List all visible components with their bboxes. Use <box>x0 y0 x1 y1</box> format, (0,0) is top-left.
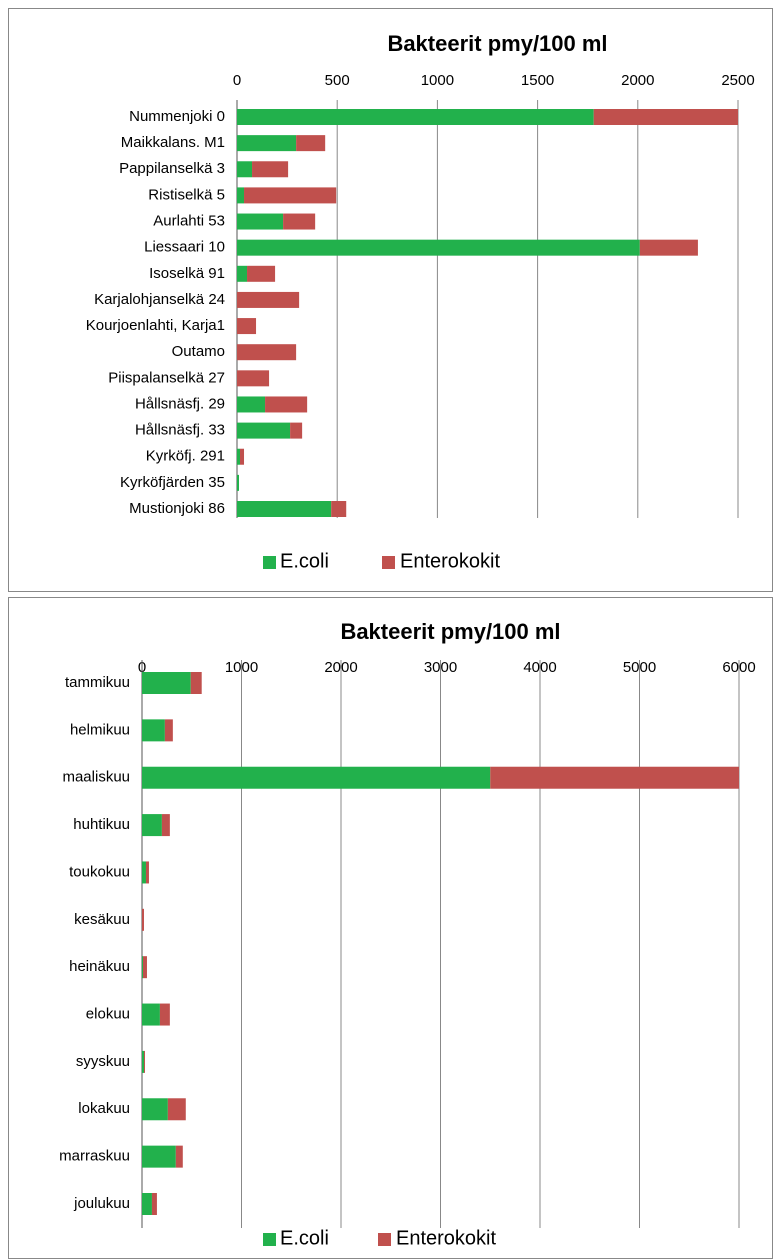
bar-segment <box>237 501 332 517</box>
chart-frame <box>8 597 773 1259</box>
chart-title: Bakteerit pmy/100 ml <box>340 619 560 644</box>
y-tick-label: Isoselkä 91 <box>149 265 225 282</box>
legend-label: E.coli <box>280 550 329 572</box>
legend-label: Enterokokit <box>396 1227 496 1249</box>
bar-segment <box>175 1145 183 1168</box>
y-tick-label: Pappilanselkä 3 <box>119 160 225 177</box>
y-tick-label: Outamo <box>172 343 225 360</box>
y-tick-label: Hållsnäsfj. 33 <box>135 422 225 439</box>
bar-segment <box>142 766 491 789</box>
bar-segment <box>237 396 266 413</box>
bar-segment <box>142 861 146 884</box>
bar-segment <box>237 448 241 465</box>
y-tick-label: toukokuu <box>69 863 130 880</box>
bar-segment <box>237 213 284 230</box>
y-tick-label: Mustionjoki 86 <box>129 500 225 517</box>
x-tick-label: 500 <box>325 72 350 89</box>
bar-segment <box>142 956 143 979</box>
y-tick-label: maaliskuu <box>62 769 130 786</box>
bar-segment <box>237 474 240 491</box>
y-tick-label: Kyrköfjärden 35 <box>120 474 225 491</box>
bar-segment <box>190 672 202 694</box>
y-tick-label: Kyrköfj. 291 <box>146 448 225 465</box>
legend-swatch <box>263 1233 276 1246</box>
x-tick-label: 1500 <box>521 72 554 89</box>
bar-segment <box>247 265 276 282</box>
legend-label: Enterokokit <box>400 550 500 572</box>
bar-segment <box>237 291 300 308</box>
y-tick-label: marraskuu <box>59 1148 130 1165</box>
bar-segment <box>142 908 144 931</box>
y-tick-label: Karjalohjanselkä 24 <box>94 291 225 308</box>
y-tick-label: Piispalanselkä 27 <box>108 369 225 386</box>
y-tick-label: heinäkuu <box>69 958 130 975</box>
legend-swatch <box>382 556 395 569</box>
bar-segment <box>237 239 640 256</box>
bar-segment <box>164 719 173 742</box>
y-tick-label: Aurlahti 53 <box>153 213 225 230</box>
bar-segment <box>142 1193 152 1215</box>
legend-swatch <box>378 1233 391 1246</box>
bar-segment <box>237 109 594 125</box>
chart-title: Bakteerit pmy/100 ml <box>387 31 607 56</box>
y-tick-label: tammikuu <box>65 674 130 691</box>
bar-segment <box>237 422 291 439</box>
bar-segment <box>142 1050 144 1073</box>
bar-segment <box>143 1050 145 1073</box>
bar-segment <box>639 239 698 256</box>
bar-segment <box>265 396 308 413</box>
bar-segment <box>296 135 326 152</box>
x-tick-label: 0 <box>233 72 241 89</box>
bar-segment <box>161 814 170 837</box>
bar-segment <box>237 318 257 335</box>
y-tick-label: kesäkuu <box>74 911 130 928</box>
bar-segment <box>331 501 347 517</box>
y-tick-label: Liessaari 10 <box>144 239 225 256</box>
y-tick-label: joulukuu <box>73 1195 130 1212</box>
y-tick-label: helmikuu <box>70 721 130 738</box>
bar-segment <box>237 161 253 178</box>
x-tick-label: 2500 <box>721 72 754 89</box>
x-tick-label: 1000 <box>421 72 454 89</box>
bar-segment <box>283 213 316 230</box>
bar-segment <box>142 1003 160 1026</box>
bar-segment <box>159 1003 170 1026</box>
y-tick-label: Hållsnäsfj. 29 <box>135 395 225 412</box>
bar-segment <box>145 861 149 884</box>
bar-segment <box>151 1193 157 1215</box>
y-tick-label: elokuu <box>86 1006 130 1023</box>
bar-segment <box>490 766 739 789</box>
bar-segment <box>237 135 297 152</box>
y-tick-label: Ristiselkä 5 <box>148 186 225 203</box>
bar-segment <box>142 814 162 837</box>
y-tick-label: Kourjoenlahti, Karja1 <box>86 317 225 334</box>
bar-segment <box>290 422 303 439</box>
legend-swatch <box>263 556 276 569</box>
bar-segment <box>142 719 165 742</box>
y-tick-label: huhtikuu <box>73 816 130 833</box>
y-tick-label: syyskuu <box>76 1053 130 1070</box>
bar-segment <box>142 1145 176 1168</box>
bar-segment <box>167 1098 186 1121</box>
bar-segment <box>237 344 297 361</box>
y-tick-label: Maikkalans. M1 <box>121 134 225 151</box>
bar-segment <box>252 161 289 178</box>
y-tick-label: lokakuu <box>78 1100 130 1117</box>
bar-segment <box>593 109 738 125</box>
bar-segment <box>142 672 191 694</box>
bar-segment <box>244 187 337 204</box>
legend-label: E.coli <box>280 1227 329 1249</box>
y-tick-label: Nummenjoki 0 <box>129 108 225 125</box>
bar-segment <box>237 370 270 387</box>
chart-frame <box>8 8 773 592</box>
bar-segment <box>142 1098 168 1121</box>
x-tick-label: 2000 <box>621 72 654 89</box>
bar-segment <box>240 448 245 465</box>
bar-segment <box>237 265 248 282</box>
bar-segment <box>237 187 245 204</box>
bar-segment <box>142 956 147 979</box>
